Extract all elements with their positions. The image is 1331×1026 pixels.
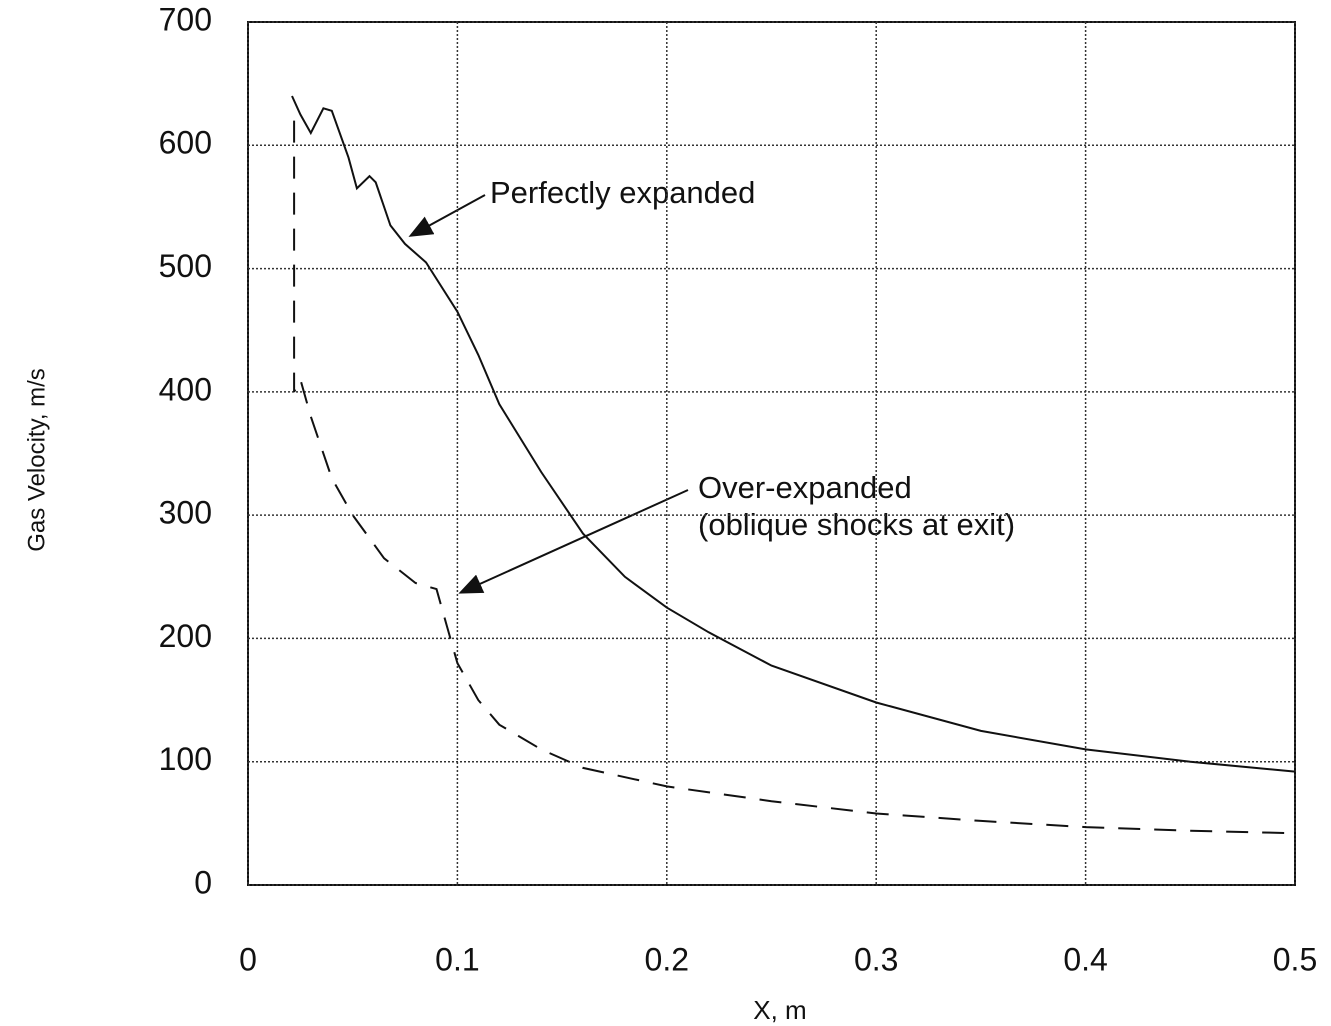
y-tick-label: 100	[159, 741, 212, 777]
x-tick-label: 0.4	[1063, 941, 1107, 977]
y-tick-label: 700	[159, 1, 212, 37]
x-axis-label: X, m	[753, 995, 806, 1025]
annotation: Perfectly expanded	[490, 175, 755, 210]
y-tick-label: 600	[159, 125, 212, 161]
y-tick-label: 200	[159, 618, 212, 654]
x-tick-label: 0.3	[854, 941, 898, 977]
y-tick-label: 500	[159, 248, 212, 284]
annotation: (oblique shocks at exit)	[698, 507, 1015, 542]
x-tick-label: 0.1	[435, 941, 479, 977]
plot-frame	[247, 21, 1296, 886]
annotation: Over-expanded	[698, 470, 912, 505]
x-tick-label: 0	[239, 941, 257, 977]
y-tick-label: 400	[159, 371, 212, 407]
x-tick-label: 0.5	[1273, 941, 1317, 977]
y-axis-label: Gas Velocity, m/s	[23, 368, 50, 552]
x-tick-label: 0.2	[645, 941, 689, 977]
arrow	[408, 194, 486, 237]
y-tick-label: 0	[194, 864, 212, 900]
y-tick-label: 300	[159, 495, 212, 531]
arrow	[458, 489, 689, 594]
series-line	[291, 95, 1296, 773]
